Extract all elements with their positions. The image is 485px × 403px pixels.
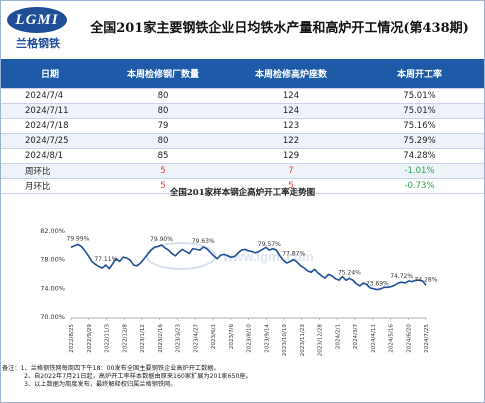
table-row: 2024/8/1 85 129 74.28% — [1, 148, 484, 164]
cell-rate-mom: -0.73% — [355, 178, 484, 194]
note-line: 2、自2022年7月21日起，高炉开工率样本数据由原来160家扩展为201家65… — [24, 373, 252, 380]
x-tick-label: 2023/12/28 — [318, 324, 324, 357]
data-label: 74.72% — [390, 273, 413, 280]
cell-furnaces-wow: 7 — [227, 163, 355, 179]
data-label: 73.69% — [366, 281, 389, 288]
x-tick-label: 2024/7/25 — [424, 324, 430, 353]
cell-plants-wow: 5 — [99, 163, 227, 179]
cell-furnaces: 129 — [227, 148, 355, 164]
y-tick-label: 70.00% — [40, 313, 65, 321]
cell-date: 2024/7/4 — [1, 88, 99, 104]
table-row: 2024/7/4 80 124 75.01% — [1, 88, 484, 104]
note-line: 3、以上数据为周度发布，最终解释权归属兰格钢铁网。 — [24, 381, 177, 388]
data-label: 79.99% — [67, 235, 90, 242]
x-tick-label: 2023/1/12 — [140, 324, 146, 353]
y-tick-label: 82.00% — [40, 227, 65, 235]
cell-rate: 74.28% — [355, 148, 484, 164]
table-row: 2024/7/25 80 122 75.29% — [1, 133, 484, 149]
cell-date: 2024/7/11 — [1, 103, 99, 119]
y-axis: 70.00% 74.00% 78.00% 82.00% — [40, 227, 65, 321]
x-tick-label: 2023/7/6 — [229, 324, 235, 350]
cell-plants: 85 — [99, 148, 227, 164]
data-label: 74.28% — [415, 276, 438, 283]
x-tick-label: 2022/11/3 — [105, 324, 111, 353]
x-axis: 2022/8/25 2022/9/29 2022/11/3 2022/12/8 2023… — [69, 317, 430, 357]
x-tick-label: 2024/5/16 — [389, 324, 395, 353]
table-row: 2024/7/11 80 124 75.01% — [1, 103, 484, 119]
x-tick-label: 2024/6/20 — [406, 324, 412, 353]
table-row-wow: 周环比 5 7 -1.01% — [1, 163, 484, 179]
data-label: 75.24% — [338, 269, 361, 276]
x-tick-label: 2023/2/16 — [158, 324, 164, 353]
x-tick-label: 2022/8/25 — [69, 324, 75, 353]
cell-date: 2024/7/18 — [1, 118, 99, 134]
cell-plants: 80 — [99, 88, 227, 104]
annotation-layer: 79.99% 77.11% 79.90% 79.63% 79.57%77.87% 75.2… — [67, 235, 438, 287]
table-header-row: 日期 本周检修钢厂数量 本周检修高炉座数 本周开工率 — [1, 59, 484, 89]
cell-label-mom: 月环比 — [1, 178, 99, 194]
cell-plants: 80 — [99, 133, 227, 149]
page-title: 全国201家主要钢铁企业日均铁水产量和高炉开工情况(第438期) — [90, 21, 469, 36]
x-tick-label: 2022/9/29 — [87, 324, 93, 353]
cell-rate: 75.29% — [355, 133, 484, 149]
series-line — [70, 243, 427, 291]
col-header-furnaces: 本周检修高炉座数 — [227, 59, 355, 89]
x-tick-label: 2022/12/8 — [122, 324, 128, 353]
x-tick-label: 2023/11/23 — [300, 324, 306, 357]
cell-label-wow: 周环比 — [1, 163, 99, 179]
cell-furnaces: 124 — [227, 103, 355, 119]
data-label: 79.90% — [150, 236, 173, 243]
x-tick-label: 2023/3/23 — [176, 324, 182, 353]
cell-plants-mom: 5 — [99, 178, 227, 194]
cell-rate: 75.01% — [355, 88, 484, 104]
furnace-table: 日期 本周检修钢厂数量 本周检修高炉座数 本周开工率 2024/7/4 80 1… — [1, 59, 484, 194]
col-header-plants: 本周检修钢厂数量 — [99, 59, 227, 89]
cell-plants: 80 — [99, 103, 227, 119]
note-line: 备注：1、兰格钢铁网每周四下午18：00发布全国主要钢铁企业高炉开工数据。 — [2, 365, 220, 372]
x-tick-label: 2023/8/10 — [247, 324, 253, 353]
cell-rate: 75.16% — [355, 118, 484, 134]
x-tick-label: 2023/4/27 — [193, 324, 199, 353]
x-tick-label: 2024/3/7 — [353, 324, 359, 350]
cell-rate-wow: -1.01% — [355, 163, 484, 179]
logo-subtitle: 兰格钢铁 — [16, 37, 60, 50]
table-row: 2024/7/18 79 123 75.16% — [1, 118, 484, 134]
chart-area: 全国201家样本钢企高炉开工率走势图 www.lgmi.com 70.00% 74… — [1, 178, 484, 365]
cell-plants: 79 — [99, 118, 227, 134]
cell-date: 2024/7/25 — [1, 133, 99, 149]
data-label: 79.57% — [258, 241, 281, 248]
chart-title: 全国201家样本钢企高炉开工率走势图 — [169, 188, 316, 198]
lgmi-logo: LGMI 兰格钢铁 — [7, 7, 69, 51]
report-header: LGMI 兰格钢铁 全国201家主要钢铁企业日均铁水产量和高炉开工情况(第438… — [1, 1, 484, 59]
table-row-mom: 月环比 5 5 -0.73% — [1, 178, 484, 194]
cell-rate: 75.01% — [355, 103, 484, 119]
logo-mark: LGMI — [7, 7, 67, 33]
x-tick-label: 2023/9/14 — [264, 324, 270, 353]
cell-furnaces: 123 — [227, 118, 355, 134]
cell-furnaces: 124 — [227, 88, 355, 104]
data-label: 77.87% — [282, 251, 305, 258]
cell-furnaces: 122 — [227, 133, 355, 149]
data-label: 79.63% — [192, 238, 215, 245]
plot-layer — [70, 243, 427, 291]
cell-date: 2024/8/1 — [1, 148, 99, 164]
chart-svg: www.lgmi.com 70.00% 74.00% 78.00% 82.00% 20… — [40, 227, 438, 357]
data-label: 77.11% — [94, 256, 117, 263]
y-tick-label: 74.00% — [40, 284, 65, 292]
cell-furnaces-mom: 5 — [227, 178, 355, 194]
y-tick-label: 78.00% — [40, 256, 65, 264]
x-tick-label: 2024/4/11 — [371, 324, 377, 353]
col-header-rate: 本周开工率 — [355, 59, 484, 89]
x-tick-label: 2023/6/1 — [211, 324, 217, 350]
x-tick-label: 2024/2/1 — [335, 324, 341, 350]
watermark-text: www.lgmi.com — [222, 249, 314, 264]
col-header-date: 日期 — [1, 59, 99, 89]
notes-block: 备注：1、兰格钢铁网每周四下午18：00发布全国主要钢铁企业高炉开工数据。 2、… — [2, 365, 482, 389]
x-tick-label: 2023/10/19 — [282, 324, 288, 357]
